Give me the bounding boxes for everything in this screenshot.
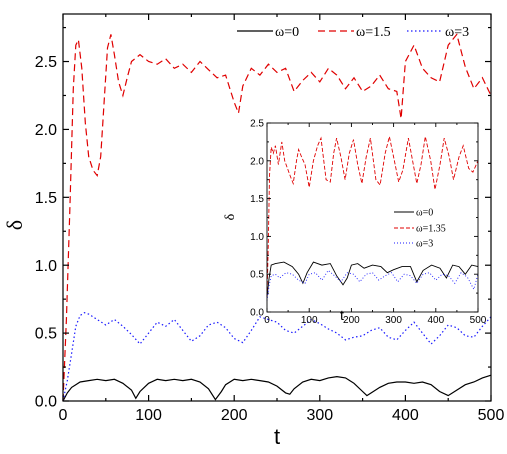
x-tick-label: 200 <box>221 407 248 424</box>
y-tick-label: 0.5 <box>35 326 57 343</box>
inset-plot-frame <box>266 122 479 313</box>
inset-x-tick-label: 400 <box>427 315 444 326</box>
inset-y-axis-title: δ <box>223 213 238 220</box>
x-tick-label: 0 <box>59 407 68 424</box>
inset-y-tick-label: 1.0 <box>250 232 264 243</box>
x-tick-label: 500 <box>478 407 505 424</box>
legend-label-omega-0: ω=0 <box>275 25 299 40</box>
y-tick-label: 2.0 <box>35 122 57 139</box>
inset-x-tick-label: 100 <box>301 315 318 326</box>
inset-x-tick-label: 500 <box>470 315 487 326</box>
inset-legend-label-omega-0: ω=0 <box>416 208 433 219</box>
inset-y-tick-label: 1.5 <box>250 194 264 205</box>
inset-y-tick-label: 0.5 <box>250 270 264 281</box>
inset-y-tick-label: 0.0 <box>250 308 264 319</box>
y-tick-label: 0.0 <box>35 394 57 411</box>
x-tick-label: 100 <box>135 407 162 424</box>
legend-label-omega-mid: ω=1.5 <box>356 25 391 40</box>
inset-series-line-omega-0 <box>266 261 479 297</box>
inset-x-tick-label: 0 <box>264 315 270 326</box>
series-line-omega-mid <box>62 33 492 402</box>
inset-legend: ω=0 ω=1.35 ω=3 <box>394 208 446 250</box>
x-tick-label: 300 <box>306 407 333 424</box>
inset-series-line-omega-mid <box>266 136 479 297</box>
inset-legend-label-omega-mid: ω=1.35 <box>416 224 446 235</box>
series-line-omega-3 <box>62 312 492 402</box>
inset-y-tick-label: 2.5 <box>250 119 264 130</box>
y-tick-label: 1.5 <box>35 190 57 207</box>
legend: ω=0 ω=1.5 ω=3 <box>237 25 469 40</box>
x-axis-title: t <box>274 424 280 449</box>
y-tick-label: 1.0 <box>35 258 57 275</box>
legend-label-omega-3: ω=3 <box>445 25 469 40</box>
inset-y-tick-label: 2.0 <box>250 156 264 167</box>
inset-x-tick-label: 200 <box>343 315 360 326</box>
inset-x-axis-title: t <box>340 307 344 323</box>
series-line-omega-0 <box>62 374 492 402</box>
y-axis-title: δ <box>2 220 27 230</box>
inset-x-tick-label: 300 <box>385 315 402 326</box>
y-tick-label: 2.5 <box>35 54 57 71</box>
x-tick-label: 400 <box>392 407 419 424</box>
inset-legend-label-omega-3: ω=3 <box>416 239 433 250</box>
